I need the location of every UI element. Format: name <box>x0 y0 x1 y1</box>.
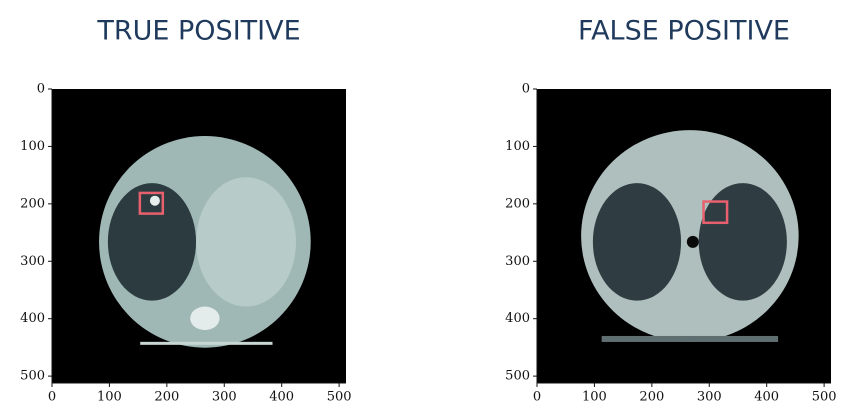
y-tick-label: 100 <box>20 139 45 154</box>
x-tick-label: 100 <box>97 390 122 405</box>
lung <box>593 183 681 301</box>
x-tick-label: 300 <box>697 390 722 405</box>
x-tick-label: 0 <box>533 390 541 405</box>
y-tick-label: 300 <box>505 254 530 269</box>
x-tick-label: 0 <box>48 390 56 405</box>
panel-title: TRUE POSITIVE <box>96 16 300 47</box>
spine <box>190 307 219 331</box>
table <box>602 336 778 342</box>
y-tick-label: 200 <box>505 196 530 211</box>
y-tick-label: 300 <box>20 254 45 269</box>
x-tick-label: 400 <box>754 390 779 405</box>
y-tick-label: 400 <box>505 311 530 326</box>
ct-scan <box>99 136 311 348</box>
y-tick-label: 0 <box>37 82 45 97</box>
ct-scan <box>581 130 799 342</box>
panel-title: FALSE POSITIVE <box>578 16 790 47</box>
table <box>140 342 272 345</box>
y-tick-label: 0 <box>522 82 530 97</box>
figure: TRUE POSITIVE010020030040050001002003004… <box>0 0 847 413</box>
x-tick-label: 100 <box>582 390 607 405</box>
y-tick-label: 500 <box>20 369 45 384</box>
x-tick-label: 200 <box>154 390 179 405</box>
liver <box>196 177 296 306</box>
y-tick-label: 400 <box>20 311 45 326</box>
y-tick-label: 200 <box>20 196 45 211</box>
y-tick-label: 500 <box>505 369 530 384</box>
y-tick-label: 100 <box>505 139 530 154</box>
nodule <box>150 196 160 206</box>
x-tick-label: 200 <box>639 390 664 405</box>
trachea <box>687 236 699 248</box>
x-tick-label: 300 <box>212 390 237 405</box>
x-tick-label: 400 <box>269 390 294 405</box>
x-tick-label: 500 <box>327 390 352 405</box>
x-tick-label: 500 <box>812 390 837 405</box>
